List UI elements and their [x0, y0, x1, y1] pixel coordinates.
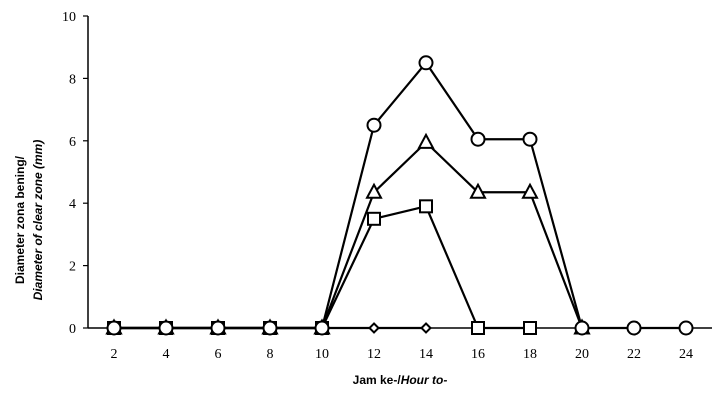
y-axis-ticks: 0 2 4 6 8 10	[62, 10, 88, 337]
data-point-square	[471, 321, 485, 335]
data-point-square	[367, 211, 381, 226]
y-axis-title-group: Diameter zona bening/ Diameter of clear …	[13, 140, 45, 301]
y-tick-label: 2	[69, 260, 76, 275]
x-tick-label: 8	[267, 347, 274, 362]
data-point-diamond	[420, 322, 432, 334]
x-tick-label: 4	[163, 347, 170, 362]
series-group	[105, 55, 694, 336]
data-point-triangle	[469, 182, 487, 199]
x-tick-label: 6	[215, 347, 222, 362]
data-point-circle	[106, 320, 122, 336]
x-tick-label: 20	[575, 347, 589, 362]
data-point-circle	[626, 320, 642, 336]
data-point-square	[523, 321, 537, 335]
data-point-circle	[522, 131, 538, 147]
y-tick-label: 10	[62, 10, 76, 25]
y-axis-title-line2: Diameter of clear zone (mm)	[31, 140, 45, 301]
data-point-circle	[418, 55, 434, 71]
data-point-circle	[158, 320, 174, 336]
x-tick-label: 24	[679, 347, 693, 362]
data-point-circle	[210, 320, 226, 336]
y-tick-label: 8	[69, 72, 76, 87]
data-point-triangle	[365, 182, 383, 199]
y-axis-title-line1: Diameter zona bening/	[13, 155, 27, 284]
y-tick-label: 6	[69, 135, 76, 150]
data-point-triangle	[417, 132, 435, 149]
series-line-square	[114, 205, 530, 330]
data-point-circle	[366, 117, 382, 133]
x-tick-label: 16	[471, 347, 485, 362]
x-tick-label: 14	[419, 347, 433, 362]
x-tick-label: 2	[111, 347, 118, 362]
x-axis-title: Jam ke-/Hour to-	[353, 373, 448, 387]
data-point-circle	[574, 320, 590, 336]
x-tick-label: 22	[627, 347, 641, 362]
series-line-circle	[114, 61, 686, 330]
data-point-diamond	[368, 322, 380, 334]
y-tick-label: 0	[69, 322, 76, 337]
x-tick-label: 10	[315, 347, 329, 362]
data-point-circle	[470, 131, 486, 147]
x-axis-ticks: 2 4 6 8 10 12 14 16 18 20 22 24	[111, 328, 693, 362]
y-tick-label: 4	[69, 197, 76, 212]
data-point-circle	[262, 320, 278, 336]
data-point-circle	[314, 320, 330, 336]
x-tick-label: 18	[523, 347, 537, 362]
data-point-circle	[678, 320, 694, 336]
data-point-triangle	[521, 182, 539, 199]
data-point-square	[419, 199, 433, 214]
axes	[87, 16, 712, 329]
x-tick-label: 12	[367, 347, 381, 362]
series-line-triangle	[114, 141, 584, 330]
